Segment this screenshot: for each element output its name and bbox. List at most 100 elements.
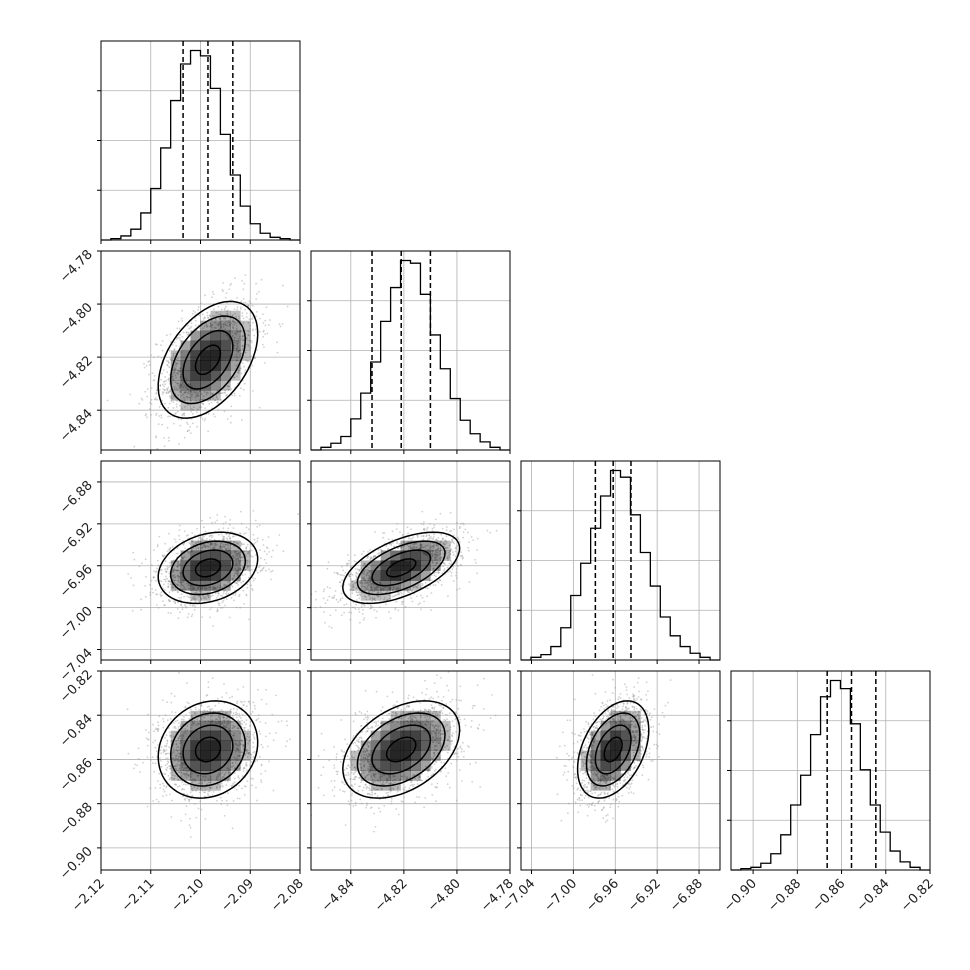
sample-point [434, 745, 436, 747]
sample-point [210, 543, 212, 545]
sample-point [433, 543, 436, 546]
sample-point [588, 770, 590, 773]
sample-point [650, 716, 653, 719]
sample-point [193, 720, 196, 722]
sample-point [611, 777, 614, 780]
sample-point [190, 615, 193, 618]
sample-point [348, 559, 350, 562]
sample-point [458, 769, 461, 771]
sample-point [162, 788, 165, 791]
sample-point [187, 583, 190, 585]
sample-point [391, 721, 394, 723]
sample-point [388, 594, 391, 597]
sample-point [241, 419, 243, 421]
sample-point [241, 713, 244, 716]
sample-point [184, 732, 187, 734]
sample-point [249, 324, 252, 327]
sample-point [374, 555, 377, 557]
sample-point [223, 773, 226, 775]
sample-point [447, 689, 450, 692]
sample-point [224, 391, 227, 394]
sample-point [165, 753, 168, 755]
contour-3-1-3 [342, 700, 461, 799]
sample-point [587, 760, 590, 762]
sample-point [396, 706, 399, 709]
sample-point [387, 791, 389, 794]
sample-point [390, 542, 393, 545]
sample-point [437, 742, 440, 744]
sample-point [163, 745, 166, 747]
sample-point [168, 731, 171, 734]
density-cell [220, 730, 231, 741]
sample-point [444, 714, 447, 716]
density-cell [190, 560, 201, 571]
sample-point [366, 572, 369, 575]
sample-point [165, 391, 168, 394]
sample-point [374, 792, 376, 795]
sample-point [431, 724, 434, 727]
sample-point [164, 542, 167, 545]
sample-point [353, 766, 356, 769]
sample-point [358, 777, 360, 779]
sample-point [474, 761, 477, 764]
sample-point [238, 595, 241, 597]
sample-point [248, 551, 251, 554]
sample-point [447, 671, 450, 673]
sample-point [358, 597, 361, 600]
sample-point [360, 755, 362, 758]
sample-point [429, 522, 431, 525]
sample-point [232, 707, 235, 710]
sample-point [359, 776, 361, 779]
sample-point [178, 575, 181, 578]
sample-point [446, 744, 448, 747]
sample-point [177, 560, 180, 562]
sample-point [412, 696, 415, 699]
sample-point [409, 784, 412, 787]
sample-point [268, 732, 271, 735]
sample-point [173, 341, 176, 344]
sample-point [459, 745, 462, 748]
sample-point [388, 713, 390, 715]
sample-point [167, 599, 170, 602]
sample-point [467, 546, 470, 549]
sample-point [173, 759, 176, 762]
sample-point [155, 391, 158, 394]
sample-point [180, 581, 183, 583]
sample-point [209, 608, 211, 611]
sample-point [176, 547, 179, 550]
sample-point [472, 705, 474, 707]
sample-point [192, 422, 194, 425]
density-cell [220, 570, 231, 581]
sample-point [419, 713, 422, 716]
sample-point [459, 685, 462, 688]
sample-point [456, 544, 458, 547]
sample-point [433, 727, 436, 730]
sample-point [314, 606, 317, 609]
sample-point [344, 571, 347, 574]
sample-point [232, 555, 235, 557]
sample-point [216, 697, 219, 700]
sample-point [221, 771, 224, 774]
sample-point [444, 725, 447, 728]
density-cell [220, 560, 231, 571]
density-cell [430, 550, 441, 561]
sample-point [410, 540, 413, 543]
sample-point [233, 545, 236, 548]
sample-point [622, 705, 625, 708]
sample-point [582, 772, 585, 775]
sample-point [167, 362, 170, 364]
sample-point [245, 749, 248, 751]
sample-point [234, 554, 237, 557]
sample-point [210, 392, 213, 395]
sample-point [236, 330, 239, 333]
sample-point [245, 555, 247, 557]
sample-point [200, 783, 203, 785]
sample-point [263, 329, 265, 332]
sample-point [632, 720, 635, 723]
sample-point [161, 383, 164, 386]
sample-point [236, 542, 239, 545]
density-cell [210, 710, 221, 722]
sample-point [270, 555, 273, 558]
sample-point [336, 773, 339, 776]
sample-point [406, 589, 409, 592]
